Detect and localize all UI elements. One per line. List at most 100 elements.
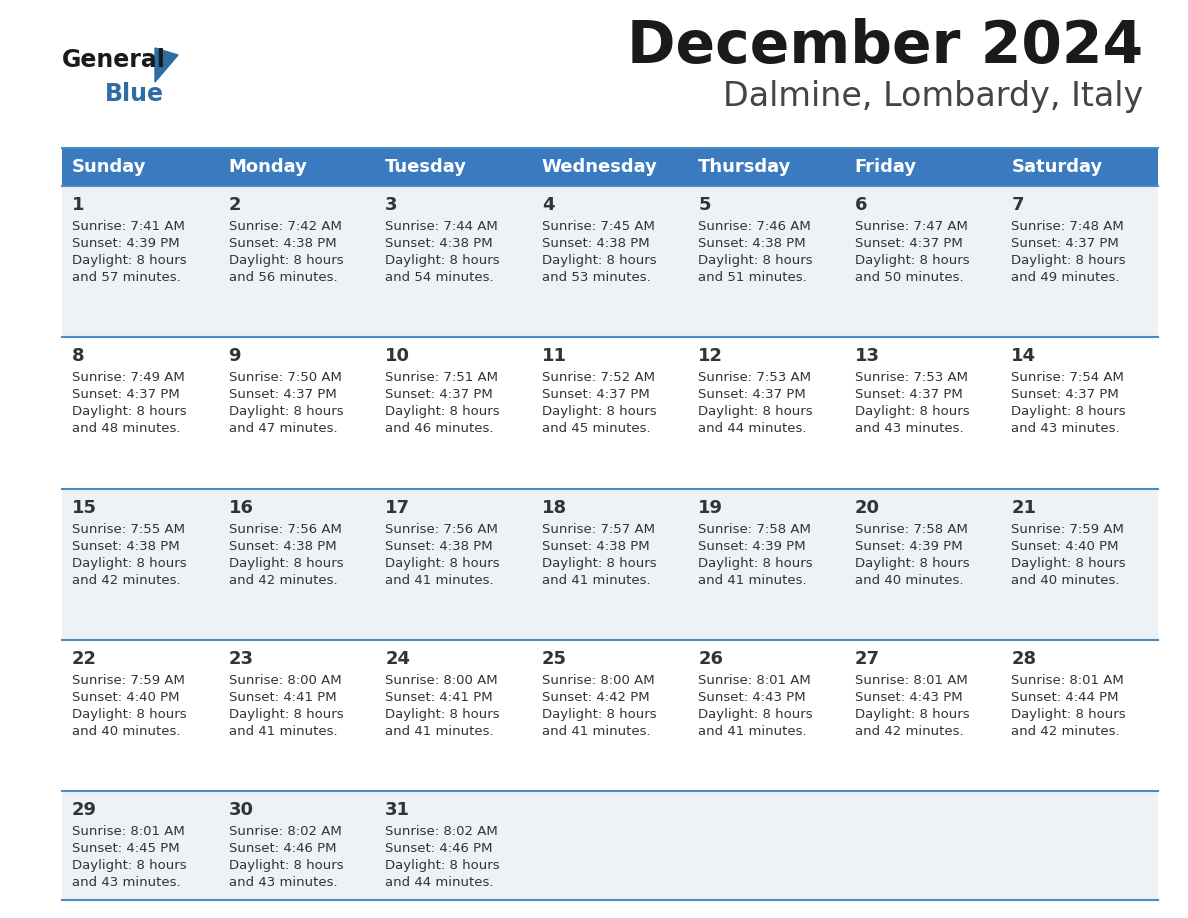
Text: Sunrise: 8:01 AM: Sunrise: 8:01 AM xyxy=(72,825,185,838)
Text: 9: 9 xyxy=(228,347,241,365)
Text: 16: 16 xyxy=(228,498,253,517)
Text: 20: 20 xyxy=(855,498,880,517)
Text: 31: 31 xyxy=(385,801,410,819)
Text: Daylight: 8 hours: Daylight: 8 hours xyxy=(855,556,969,569)
Text: Sunset: 4:41 PM: Sunset: 4:41 PM xyxy=(228,691,336,704)
Text: Daylight: 8 hours: Daylight: 8 hours xyxy=(385,859,500,872)
Text: Sunrise: 7:41 AM: Sunrise: 7:41 AM xyxy=(72,220,185,233)
Text: Daylight: 8 hours: Daylight: 8 hours xyxy=(855,708,969,721)
Text: Sunrise: 7:51 AM: Sunrise: 7:51 AM xyxy=(385,371,498,385)
Text: 14: 14 xyxy=(1011,347,1036,365)
Text: Daylight: 8 hours: Daylight: 8 hours xyxy=(72,556,187,569)
Text: Sunset: 4:37 PM: Sunset: 4:37 PM xyxy=(1011,388,1119,401)
Text: and 57 minutes.: and 57 minutes. xyxy=(72,271,181,284)
Text: Daylight: 8 hours: Daylight: 8 hours xyxy=(542,405,656,419)
Text: 8: 8 xyxy=(72,347,84,365)
Text: Friday: Friday xyxy=(855,158,917,176)
Text: Sunset: 4:38 PM: Sunset: 4:38 PM xyxy=(228,540,336,553)
Text: Sunrise: 8:01 AM: Sunrise: 8:01 AM xyxy=(699,674,811,687)
Text: Sunset: 4:39 PM: Sunset: 4:39 PM xyxy=(855,540,962,553)
Text: Daylight: 8 hours: Daylight: 8 hours xyxy=(855,254,969,267)
Text: Daylight: 8 hours: Daylight: 8 hours xyxy=(72,405,187,419)
Text: Daylight: 8 hours: Daylight: 8 hours xyxy=(385,405,500,419)
Text: Daylight: 8 hours: Daylight: 8 hours xyxy=(1011,254,1126,267)
Bar xyxy=(62,640,1158,791)
Text: Daylight: 8 hours: Daylight: 8 hours xyxy=(228,556,343,569)
Text: 13: 13 xyxy=(855,347,880,365)
Text: and 42 minutes.: and 42 minutes. xyxy=(72,574,181,587)
Text: and 41 minutes.: and 41 minutes. xyxy=(385,725,494,738)
Text: Sunrise: 7:48 AM: Sunrise: 7:48 AM xyxy=(1011,220,1124,233)
Text: 17: 17 xyxy=(385,498,410,517)
Text: Dalmine, Lombardy, Italy: Dalmine, Lombardy, Italy xyxy=(722,80,1143,113)
Text: 11: 11 xyxy=(542,347,567,365)
Text: Sunset: 4:38 PM: Sunset: 4:38 PM xyxy=(542,237,650,250)
Text: and 41 minutes.: and 41 minutes. xyxy=(385,574,494,587)
Text: Sunset: 4:46 PM: Sunset: 4:46 PM xyxy=(228,842,336,855)
Text: Sunrise: 8:00 AM: Sunrise: 8:00 AM xyxy=(385,674,498,687)
Text: Daylight: 8 hours: Daylight: 8 hours xyxy=(385,708,500,721)
Text: Daylight: 8 hours: Daylight: 8 hours xyxy=(228,405,343,419)
Text: Sunrise: 8:01 AM: Sunrise: 8:01 AM xyxy=(855,674,967,687)
Text: Daylight: 8 hours: Daylight: 8 hours xyxy=(72,254,187,267)
Text: Sunrise: 8:00 AM: Sunrise: 8:00 AM xyxy=(228,674,341,687)
Text: General: General xyxy=(62,48,166,72)
Bar xyxy=(62,186,1158,337)
Bar xyxy=(62,791,1158,900)
Text: Sunset: 4:42 PM: Sunset: 4:42 PM xyxy=(542,691,650,704)
Text: Blue: Blue xyxy=(105,82,164,106)
Text: Sunset: 4:44 PM: Sunset: 4:44 PM xyxy=(1011,691,1119,704)
Text: and 41 minutes.: and 41 minutes. xyxy=(699,725,807,738)
Text: and 51 minutes.: and 51 minutes. xyxy=(699,271,807,284)
Text: Sunset: 4:38 PM: Sunset: 4:38 PM xyxy=(72,540,179,553)
Text: Sunrise: 7:58 AM: Sunrise: 7:58 AM xyxy=(855,522,968,535)
Text: Daylight: 8 hours: Daylight: 8 hours xyxy=(228,254,343,267)
Text: Daylight: 8 hours: Daylight: 8 hours xyxy=(385,556,500,569)
Text: Daylight: 8 hours: Daylight: 8 hours xyxy=(542,254,656,267)
Text: and 48 minutes.: and 48 minutes. xyxy=(72,422,181,435)
Text: 15: 15 xyxy=(72,498,97,517)
Text: and 50 minutes.: and 50 minutes. xyxy=(855,271,963,284)
Text: Sunrise: 7:53 AM: Sunrise: 7:53 AM xyxy=(855,371,968,385)
Text: and 46 minutes.: and 46 minutes. xyxy=(385,422,494,435)
Text: and 54 minutes.: and 54 minutes. xyxy=(385,271,494,284)
Text: Sunrise: 7:52 AM: Sunrise: 7:52 AM xyxy=(542,371,655,385)
Text: Thursday: Thursday xyxy=(699,158,791,176)
Text: Sunset: 4:37 PM: Sunset: 4:37 PM xyxy=(699,388,805,401)
Text: Sunset: 4:37 PM: Sunset: 4:37 PM xyxy=(855,237,962,250)
Text: and 45 minutes.: and 45 minutes. xyxy=(542,422,650,435)
Text: Sunset: 4:38 PM: Sunset: 4:38 PM xyxy=(385,237,493,250)
Text: 27: 27 xyxy=(855,650,880,667)
Text: 21: 21 xyxy=(1011,498,1036,517)
Text: Daylight: 8 hours: Daylight: 8 hours xyxy=(1011,556,1126,569)
Bar xyxy=(62,337,1158,488)
Text: Sunrise: 7:54 AM: Sunrise: 7:54 AM xyxy=(1011,371,1124,385)
Text: and 41 minutes.: and 41 minutes. xyxy=(542,574,650,587)
Text: 23: 23 xyxy=(228,650,253,667)
Text: and 43 minutes.: and 43 minutes. xyxy=(72,876,181,890)
Text: 3: 3 xyxy=(385,196,398,214)
Text: Sunrise: 7:55 AM: Sunrise: 7:55 AM xyxy=(72,522,185,535)
Text: and 41 minutes.: and 41 minutes. xyxy=(699,574,807,587)
Text: December 2024: December 2024 xyxy=(627,18,1143,75)
Text: Daylight: 8 hours: Daylight: 8 hours xyxy=(699,405,813,419)
Text: 29: 29 xyxy=(72,801,97,819)
Text: Daylight: 8 hours: Daylight: 8 hours xyxy=(385,254,500,267)
Text: Sunrise: 7:59 AM: Sunrise: 7:59 AM xyxy=(1011,522,1124,535)
Text: Daylight: 8 hours: Daylight: 8 hours xyxy=(855,405,969,419)
Text: Sunset: 4:38 PM: Sunset: 4:38 PM xyxy=(542,540,650,553)
Text: Sunset: 4:39 PM: Sunset: 4:39 PM xyxy=(699,540,805,553)
Text: Sunset: 4:37 PM: Sunset: 4:37 PM xyxy=(228,388,336,401)
Text: 22: 22 xyxy=(72,650,97,667)
Text: and 49 minutes.: and 49 minutes. xyxy=(1011,271,1120,284)
Text: Sunrise: 7:49 AM: Sunrise: 7:49 AM xyxy=(72,371,185,385)
Text: Sunrise: 7:44 AM: Sunrise: 7:44 AM xyxy=(385,220,498,233)
Text: Daylight: 8 hours: Daylight: 8 hours xyxy=(1011,708,1126,721)
Text: Sunset: 4:40 PM: Sunset: 4:40 PM xyxy=(1011,540,1119,553)
Text: Daylight: 8 hours: Daylight: 8 hours xyxy=(72,859,187,872)
Text: Sunrise: 8:00 AM: Sunrise: 8:00 AM xyxy=(542,674,655,687)
Text: 28: 28 xyxy=(1011,650,1037,667)
Text: Daylight: 8 hours: Daylight: 8 hours xyxy=(699,254,813,267)
Text: and 40 minutes.: and 40 minutes. xyxy=(1011,574,1120,587)
Text: Sunrise: 7:45 AM: Sunrise: 7:45 AM xyxy=(542,220,655,233)
